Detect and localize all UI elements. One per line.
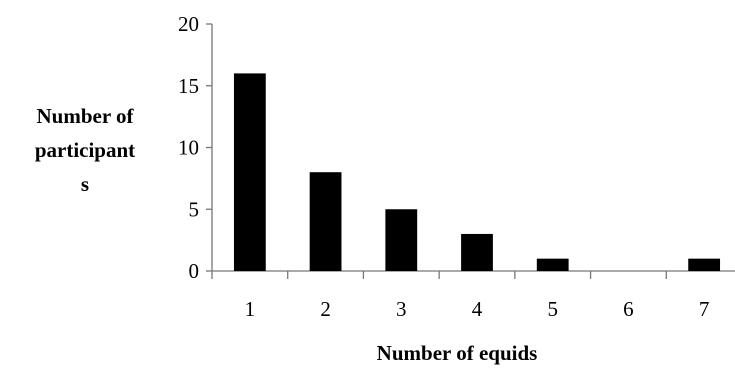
y-axis-title-line-3: s <box>81 172 89 196</box>
bar-2 <box>309 172 342 271</box>
y-tick-label: 15 <box>178 74 199 98</box>
y-tick-label: 10 <box>178 136 199 160</box>
bar-7 <box>688 258 721 271</box>
x-axis-title: Number of equids <box>377 341 538 365</box>
x-tick-label: 7 <box>699 297 710 321</box>
y-axis-title-line-2: participant <box>35 138 135 162</box>
x-tick-label: 5 <box>547 297 558 321</box>
bars <box>233 73 721 272</box>
x-tick-label: 4 <box>472 297 483 321</box>
y-tick-label: 20 <box>178 12 199 36</box>
x-tick-label: 2 <box>320 297 331 321</box>
bar-4 <box>461 233 493 271</box>
x-tick-label: 6 <box>623 297 634 321</box>
y-tick-label: 5 <box>189 197 200 221</box>
x-tick-label: 3 <box>396 297 407 321</box>
bar-3 <box>385 209 418 271</box>
x-tick-label: 1 <box>245 297 256 321</box>
bar-5 <box>536 258 569 271</box>
y-tick-label: 0 <box>189 259 200 283</box>
y-axis-title-line-1: Number of <box>36 104 134 128</box>
bar-1 <box>233 73 266 272</box>
y-ticks: 0 5 10 15 20 <box>178 12 212 283</box>
x-ticks: 1 2 3 4 5 6 7 <box>211 271 710 321</box>
